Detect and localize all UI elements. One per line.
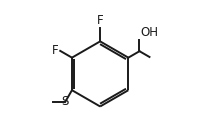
Text: F: F	[52, 44, 59, 57]
Text: F: F	[97, 14, 103, 27]
Text: OH: OH	[140, 26, 158, 39]
Text: S: S	[61, 95, 69, 109]
